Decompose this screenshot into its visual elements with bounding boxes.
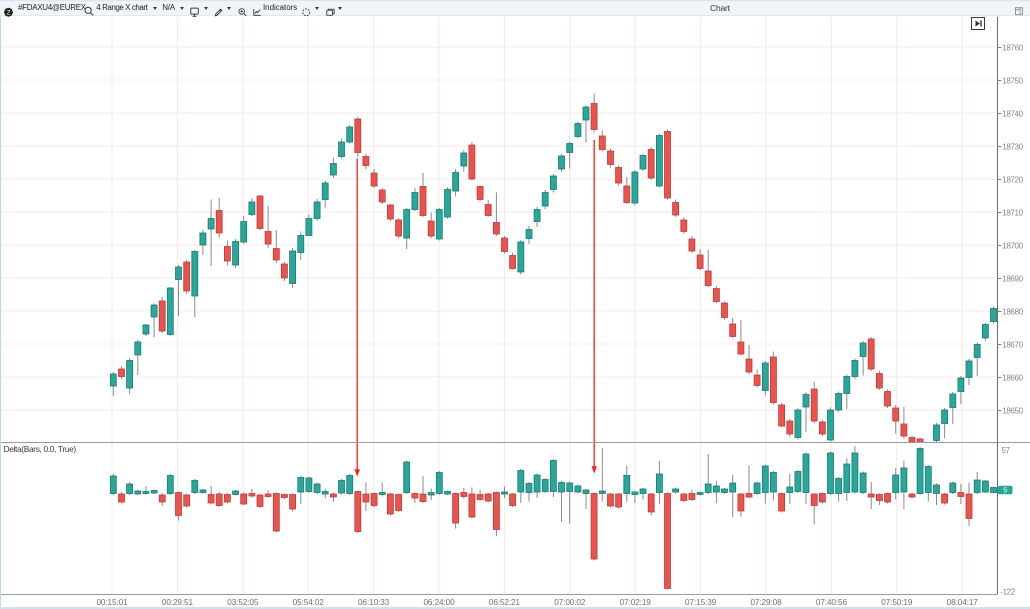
svg-text:07:29:08: 07:29:08 [750,598,782,607]
svg-text:18740: 18740 [1002,110,1023,119]
svg-text:-122: -122 [1000,588,1015,597]
svg-text:18720: 18720 [1002,176,1023,185]
svg-text:18730: 18730 [1002,143,1023,152]
svg-text:18710: 18710 [1002,209,1023,218]
svg-text:18650: 18650 [1002,407,1023,416]
svg-text:00:15:01: 00:15:01 [96,598,128,607]
svg-text:07:00:02: 07:00:02 [554,598,586,607]
svg-text:18680: 18680 [1002,308,1023,317]
svg-text:5: 5 [1003,488,1007,495]
svg-text:Delta(Bars, 0.0, True): Delta(Bars, 0.0, True) [4,444,77,454]
svg-text:18750: 18750 [1002,77,1023,86]
svg-text:18670: 18670 [1002,341,1023,350]
svg-text:05:54:02: 05:54:02 [293,598,325,607]
svg-text:00:29:51: 00:29:51 [162,598,194,607]
svg-text:06:52:21: 06:52:21 [489,598,521,607]
svg-text:07:02:19: 07:02:19 [620,598,652,607]
svg-text:18690: 18690 [1002,275,1023,284]
svg-text:18660: 18660 [1002,374,1023,383]
svg-text:18760: 18760 [1002,44,1023,53]
svg-text:06:10:33: 06:10:33 [358,598,390,607]
svg-text:Z: Z [6,10,10,17]
svg-text:57: 57 [1002,446,1011,455]
svg-text:06:24:00: 06:24:00 [423,598,455,607]
svg-text:07:40:56: 07:40:56 [816,598,848,607]
svg-text:18700: 18700 [1002,242,1023,251]
svg-text:03:52:05: 03:52:05 [227,598,259,607]
svg-text:07:50:19: 07:50:19 [881,598,913,607]
svg-text:08:04:17: 08:04:17 [947,598,979,607]
svg-text:07:15:39: 07:15:39 [685,598,717,607]
